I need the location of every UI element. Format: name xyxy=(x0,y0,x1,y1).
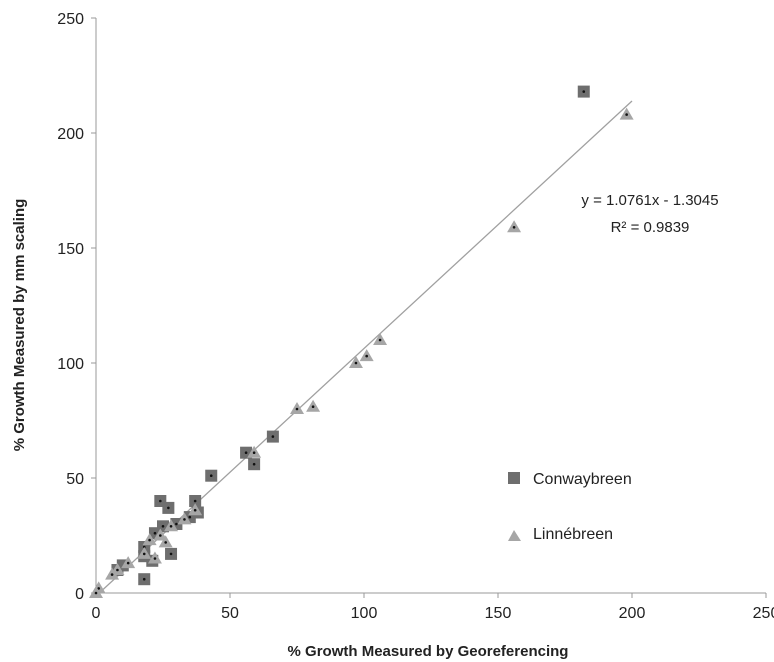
point-center-dot xyxy=(153,531,157,535)
point-center-dot xyxy=(175,522,178,526)
axes xyxy=(95,18,766,594)
point-center-dot xyxy=(167,506,170,510)
y-tick-label: 100 xyxy=(57,356,84,373)
point-center-dot xyxy=(148,538,151,542)
point-center-dot xyxy=(193,508,197,512)
point-center-dot xyxy=(159,534,162,537)
x-tick-label: 0 xyxy=(92,605,101,622)
legend: Conwaybreen Linnébreen xyxy=(508,471,632,543)
trendline-equation: y = 1.0761x - 1.3045 xyxy=(581,192,718,209)
data-points xyxy=(89,85,634,598)
y-tick-label: 250 xyxy=(57,11,84,28)
point-center-dot xyxy=(625,113,628,116)
point-center-dot xyxy=(244,451,248,455)
point-center-dot xyxy=(116,568,119,572)
x-tick-label: 50 xyxy=(221,605,239,622)
y-tick-label: 150 xyxy=(57,241,84,258)
legend-label-conwaybreen: Conwaybreen xyxy=(533,471,632,488)
point-center-dot xyxy=(97,587,100,590)
point-center-dot xyxy=(378,338,382,342)
point-center-dot xyxy=(94,591,98,595)
point-center-dot xyxy=(582,90,586,93)
point-center-dot xyxy=(169,552,173,556)
point-center-dot xyxy=(169,525,173,528)
legend-marker-conwaybreen xyxy=(508,472,520,484)
x-tick-label: 150 xyxy=(485,605,512,622)
point-center-dot xyxy=(153,557,157,560)
y-tick-label: 0 xyxy=(75,586,84,603)
x-tick-label: 100 xyxy=(351,605,378,622)
x-tick-label: 250 xyxy=(753,605,774,622)
point-center-dot xyxy=(126,561,130,565)
x-axis-title: % Growth Measured by Georeferencing xyxy=(288,643,569,660)
legend-label-linnebreen: Linnébreen xyxy=(533,526,613,543)
y-axis-title: % Growth Measured by mm scaling xyxy=(11,199,28,452)
y-tick-label: 50 xyxy=(66,471,84,488)
point-center-dot xyxy=(142,577,146,581)
point-center-dot xyxy=(252,462,256,466)
point-center-dot xyxy=(188,515,192,519)
legend-marker-linnebreen xyxy=(508,530,521,541)
point-center-dot xyxy=(209,474,213,478)
point-center-dot xyxy=(354,361,358,365)
point-center-dot xyxy=(161,525,165,528)
y-axis-ticks: 0 50 100 150 200 250 xyxy=(57,11,96,603)
point-center-dot xyxy=(252,451,256,455)
point-center-dot xyxy=(512,226,516,229)
point-center-dot xyxy=(164,541,167,544)
trendline-r-squared: R² = 0.9839 xyxy=(611,219,690,236)
point-center-dot xyxy=(193,499,197,503)
x-tick-label: 200 xyxy=(619,605,646,622)
point-center-dot xyxy=(271,435,275,438)
x-axis-ticks: 0 50 100 150 200 250 xyxy=(92,593,774,622)
y-tick-label: 200 xyxy=(57,126,84,143)
point-center-dot xyxy=(142,552,146,556)
point-center-dot xyxy=(110,573,114,576)
point-center-dot xyxy=(365,354,368,358)
point-center-dot xyxy=(311,405,315,409)
point-center-dot xyxy=(183,518,186,521)
point-center-dot xyxy=(295,407,299,411)
point-center-dot xyxy=(159,499,162,503)
